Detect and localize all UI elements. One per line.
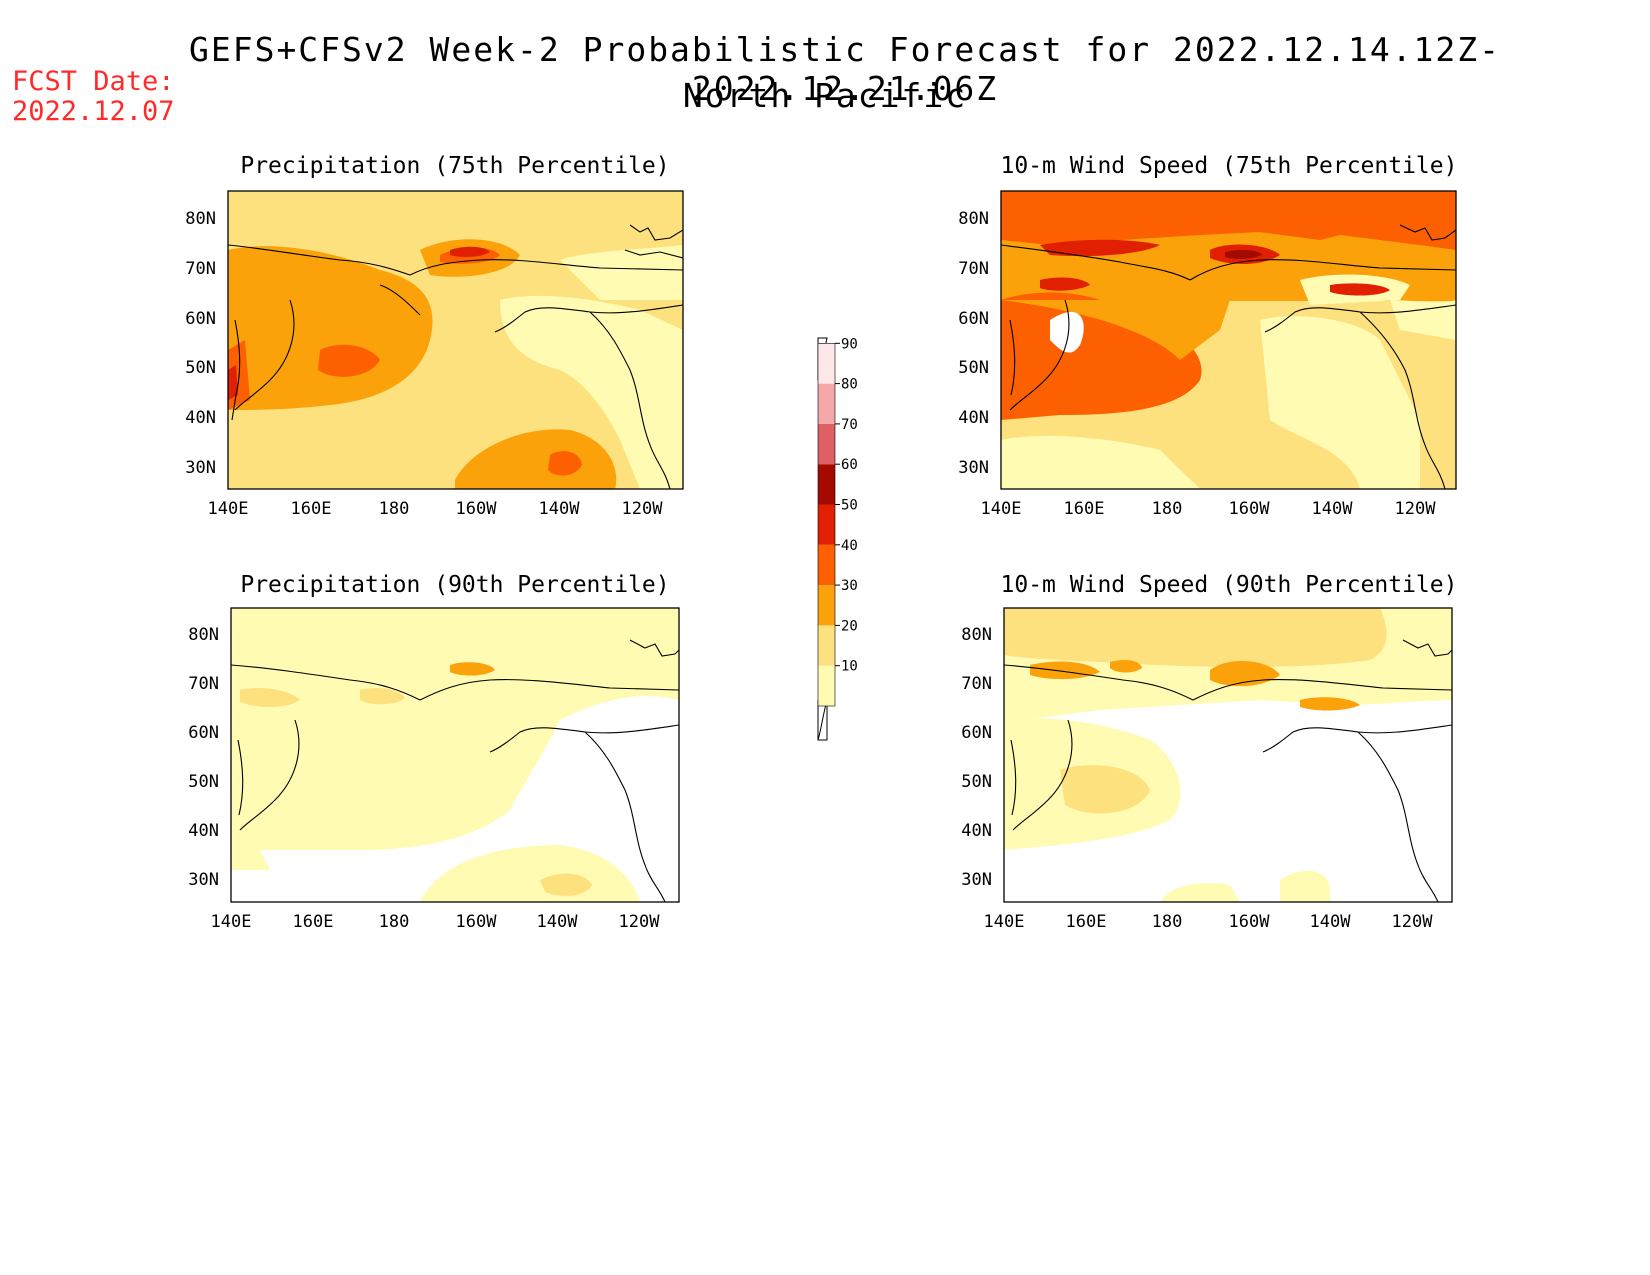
colorbar-label: 50 bbox=[841, 498, 858, 514]
region-title: North Pacific bbox=[682, 76, 968, 115]
colorbar-label: 30 bbox=[841, 578, 858, 594]
lat-tick: 50N bbox=[958, 358, 989, 378]
lat-tick: 80N bbox=[185, 209, 216, 229]
lat-tick: 70N bbox=[188, 674, 219, 694]
lon-tick: 160E bbox=[1066, 912, 1107, 932]
lat-tick: 30N bbox=[185, 458, 216, 478]
lon-tick: 140E bbox=[208, 499, 249, 519]
forecast-date-label: FCST Date: bbox=[12, 66, 175, 97]
colorbar-label: 90 bbox=[841, 336, 858, 352]
forecast-date-value: 2022.12.07 bbox=[12, 96, 175, 127]
figure-title: GEFS+CFSv2 Week-2 Probabilistic Forecast… bbox=[188, 30, 1502, 108]
lat-tick: 80N bbox=[188, 625, 219, 645]
lon-axis: 140E 160E 180 160W 140W 120W bbox=[208, 499, 664, 519]
colorbar-box bbox=[818, 343, 835, 384]
lat-tick: 70N bbox=[958, 259, 989, 279]
lon-tick: 120W bbox=[1392, 912, 1434, 932]
lat-axis: 80N 70N 60N 50N 40N 30N bbox=[958, 209, 989, 478]
lon-axis: 140E 160E 180 160W 140W 120W bbox=[211, 912, 661, 932]
lon-tick: 140E bbox=[211, 912, 252, 932]
lon-tick: 140W bbox=[539, 499, 581, 519]
panel-title: 10-m Wind Speed (75th Percentile) bbox=[1001, 153, 1458, 179]
colorbar-box bbox=[818, 625, 835, 666]
lat-tick: 40N bbox=[961, 821, 992, 841]
lat-tick: 30N bbox=[958, 458, 989, 478]
lat-tick: 60N bbox=[958, 309, 989, 329]
colorbar-box bbox=[818, 585, 835, 626]
lon-tick: 120W bbox=[619, 912, 661, 932]
precip-90-shading bbox=[231, 608, 679, 902]
lat-axis: 80N 70N 60N 50N 40N 30N bbox=[188, 625, 219, 890]
colorbar-box bbox=[818, 544, 835, 586]
lon-tick: 140E bbox=[984, 912, 1025, 932]
colorbar: 10 20 30 40 50 60 70 80 90 bbox=[817, 336, 858, 741]
colorbar-outline bbox=[817, 342, 836, 707]
colorbar-label: 80 bbox=[841, 377, 858, 393]
coastlines bbox=[228, 224, 683, 489]
lat-axis: 80N 70N 60N 50N 40N 30N bbox=[961, 625, 992, 890]
lat-tick: 70N bbox=[185, 259, 216, 279]
colorbar-label: 20 bbox=[841, 618, 858, 634]
lat-tick: 50N bbox=[961, 772, 992, 792]
lat-tick: 50N bbox=[185, 358, 216, 378]
lon-tick: 160E bbox=[293, 912, 334, 932]
precip-75-shading bbox=[228, 191, 683, 489]
lat-tick: 40N bbox=[185, 408, 216, 428]
lat-tick: 70N bbox=[961, 674, 992, 694]
lon-tick: 160E bbox=[291, 499, 332, 519]
panel-title: 10-m Wind Speed (90th Percentile) bbox=[1001, 572, 1458, 598]
colorbar-label: 40 bbox=[841, 538, 858, 554]
lon-tick: 140E bbox=[981, 499, 1022, 519]
panel-title: Precipitation (90th Percentile) bbox=[240, 572, 669, 598]
lon-tick: 160E bbox=[1064, 499, 1105, 519]
lat-tick: 60N bbox=[185, 309, 216, 329]
lat-tick: 60N bbox=[188, 723, 219, 743]
lon-axis: 140E 160E 180 160W 140W 120W bbox=[981, 499, 1437, 519]
colorbar-box bbox=[818, 464, 835, 505]
lon-tick: 160W bbox=[456, 499, 498, 519]
lon-tick: 180 bbox=[379, 499, 410, 519]
lon-tick: 140W bbox=[1310, 912, 1352, 932]
colorbar-label: 10 bbox=[841, 659, 858, 675]
panel-title: Precipitation (75th Percentile) bbox=[240, 153, 669, 179]
lon-tick: 140W bbox=[537, 912, 579, 932]
lat-tick: 80N bbox=[961, 625, 992, 645]
lat-tick: 60N bbox=[961, 723, 992, 743]
lat-tick: 40N bbox=[958, 408, 989, 428]
lon-tick: 120W bbox=[622, 499, 664, 519]
colorbar-label: 60 bbox=[841, 457, 858, 473]
lon-axis: 140E 160E 180 160W 140W 120W bbox=[984, 912, 1434, 932]
lat-tick: 50N bbox=[188, 772, 219, 792]
panel-wind-75: 10-m Wind Speed (75th Percentile) bbox=[958, 153, 1457, 519]
lat-tick: 30N bbox=[188, 870, 219, 890]
lon-tick: 180 bbox=[1152, 912, 1183, 932]
lat-tick: 30N bbox=[961, 870, 992, 890]
lon-tick: 160W bbox=[456, 912, 498, 932]
colorbar-box bbox=[818, 423, 835, 465]
lat-tick: 80N bbox=[958, 209, 989, 229]
wind-75-shading bbox=[1001, 191, 1456, 489]
lon-tick: 180 bbox=[1152, 499, 1183, 519]
lon-tick: 160W bbox=[1229, 499, 1271, 519]
panel-wind-90: 10-m Wind Speed (90th Percentile) 80N bbox=[961, 572, 1457, 932]
lon-tick: 120W bbox=[1395, 499, 1437, 519]
coastlines bbox=[1001, 224, 1456, 489]
lon-tick: 160W bbox=[1229, 912, 1271, 932]
lat-tick: 40N bbox=[188, 821, 219, 841]
colorbar-box bbox=[818, 383, 835, 424]
lon-tick: 180 bbox=[379, 912, 410, 932]
coastlines bbox=[1004, 639, 1452, 902]
lat-axis: 80N 70N 60N 50N 40N 30N bbox=[185, 209, 216, 478]
colorbar-box bbox=[818, 665, 835, 706]
panel-precip-75: Precipitation (75th Percentile) bbox=[185, 153, 684, 519]
lon-tick: 140W bbox=[1312, 499, 1354, 519]
colorbar-box bbox=[818, 504, 835, 545]
coastlines bbox=[231, 639, 679, 902]
colorbar-label: 70 bbox=[841, 417, 858, 433]
panel-precip-90: Precipitation (90th Percentile) 80N 70N … bbox=[188, 572, 680, 932]
wind-90-shading bbox=[1004, 608, 1452, 902]
